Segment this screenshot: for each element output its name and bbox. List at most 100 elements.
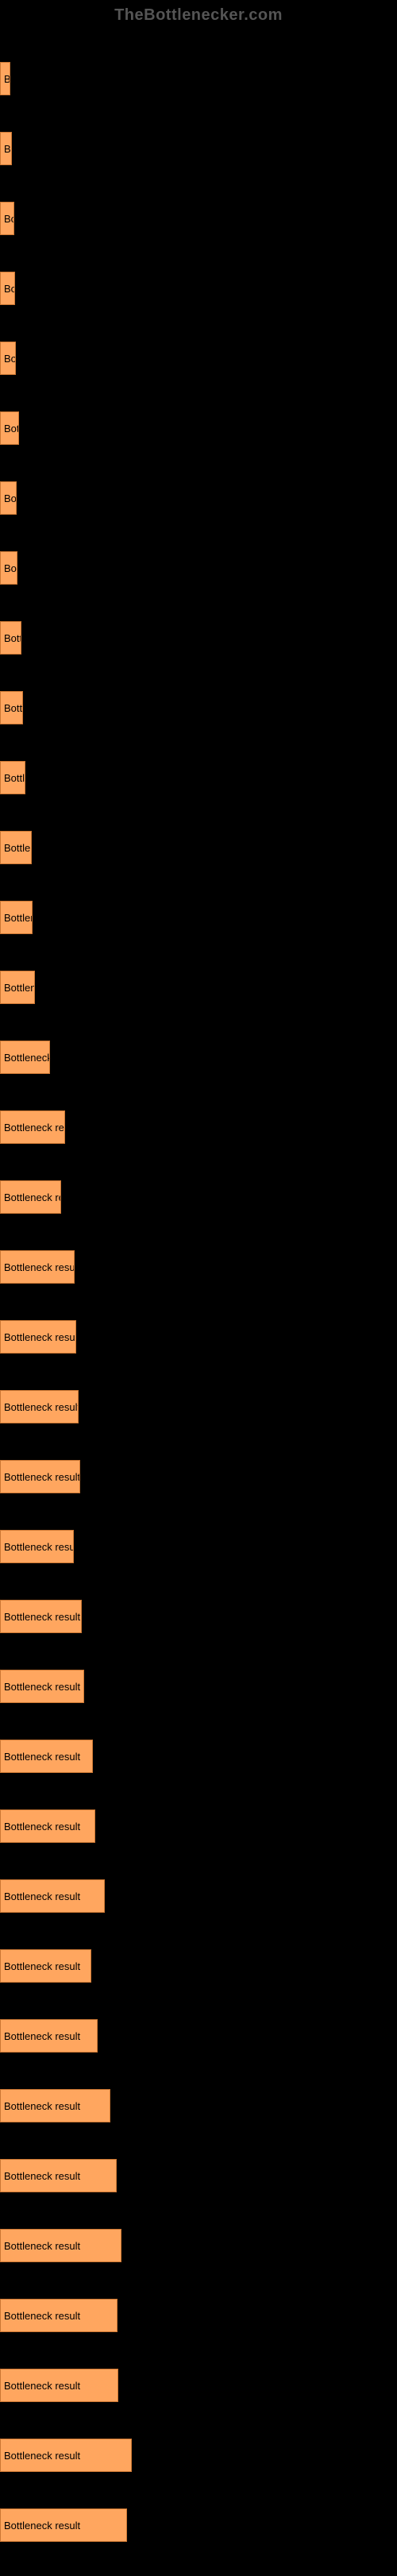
bar-label: Bottleneck result	[4, 2100, 80, 2112]
bar-row: Bottleneck result	[0, 882, 397, 952]
bar-label: Bottleneck result	[4, 632, 21, 644]
bar-label: Bottleneck result	[4, 2240, 80, 2252]
bar-row: Bottleneck result	[0, 1372, 397, 1442]
bar-row: Bottleneck result	[0, 114, 397, 183]
bar-row: Bottleneck result	[0, 743, 397, 813]
bar-label: Bottleneck result	[4, 912, 33, 924]
bar: Bottleneck result	[0, 342, 16, 375]
bar-row: Bottleneck result	[0, 1512, 397, 1582]
bar: Bottleneck result	[0, 272, 15, 305]
bar: Bottleneck result	[0, 2299, 118, 2332]
bar: Bottleneck result	[0, 2508, 127, 2542]
bar-label: Bottleneck result	[4, 283, 15, 295]
bar-label: Bottleneck result	[4, 2380, 80, 2392]
bar-label: Bottleneck result	[4, 213, 14, 225]
bar: Bottleneck result	[0, 761, 25, 794]
bar-row: Bottleneck result	[0, 323, 397, 393]
bar-label: Bottleneck result	[4, 2170, 80, 2182]
bar-row: Bottleneck result	[0, 253, 397, 323]
bar-row: Bottleneck result	[0, 1582, 397, 1651]
bar-label: Bottleneck result	[4, 1611, 80, 1623]
bar: Bottleneck result	[0, 132, 12, 165]
bar: Bottleneck result	[0, 2439, 132, 2472]
bar: Bottleneck result	[0, 1879, 105, 1913]
bar-row: Bottleneck result	[0, 1651, 397, 1721]
bar-label: Bottleneck result	[4, 353, 16, 365]
bar-label: Bottleneck result	[4, 2520, 80, 2532]
bar-label: Bottleneck result	[4, 702, 23, 714]
bar-row: Bottleneck result	[0, 1162, 397, 1232]
bar-row: Bottleneck result	[0, 533, 397, 603]
bar-label: Bottleneck result	[4, 2030, 80, 2042]
bar: Bottleneck result	[0, 1250, 75, 1284]
bar: Bottleneck result	[0, 551, 17, 585]
bar-row: Bottleneck result	[0, 2420, 397, 2490]
bar: Bottleneck result	[0, 2229, 121, 2262]
bar-row: Bottleneck result	[0, 1791, 397, 1861]
bar-row: Bottleneck result	[0, 1232, 397, 1302]
bar-label: Bottleneck result	[4, 1821, 80, 1833]
bar-row: Bottleneck result	[0, 1721, 397, 1791]
bar-row: Bottleneck result	[0, 2071, 397, 2141]
bar: Bottleneck result	[0, 1949, 91, 1983]
bar-row: Bottleneck result	[0, 1022, 397, 1092]
bar-row: Bottleneck result	[0, 1931, 397, 2001]
bar-label: Bottleneck result	[4, 1052, 50, 1064]
bar-label: Bottleneck result	[4, 562, 17, 574]
bar: Bottleneck result	[0, 1041, 50, 1074]
bar: Bottleneck result	[0, 901, 33, 934]
bar-row: Bottleneck result	[0, 463, 397, 533]
bar: Bottleneck result	[0, 1740, 93, 1773]
bar: Bottleneck result	[0, 1670, 84, 1703]
bar-label: Bottleneck result	[4, 1541, 74, 1553]
bar-row: Bottleneck result	[0, 1442, 397, 1512]
bar-label: Bottleneck result	[4, 772, 25, 784]
bar-label: Bottleneck result	[4, 492, 17, 504]
bar-label: Bottleneck result	[4, 2310, 80, 2322]
bar-label: Bottleneck result	[4, 1261, 75, 1273]
bar: Bottleneck result	[0, 2369, 118, 2402]
bar: Bottleneck result	[0, 62, 10, 95]
bar: Bottleneck result	[0, 1460, 80, 1493]
bar-row: Bottleneck result	[0, 44, 397, 114]
bar: Bottleneck result	[0, 971, 35, 1004]
bar: Bottleneck result	[0, 691, 23, 724]
bar: Bottleneck result	[0, 2089, 110, 2122]
bar: Bottleneck result	[0, 411, 19, 445]
bar-row: Bottleneck result	[0, 2001, 397, 2071]
bar: Bottleneck result	[0, 1600, 82, 1633]
bar-row: Bottleneck result	[0, 2281, 397, 2350]
bar-label: Bottleneck result	[4, 143, 12, 155]
bar-label: Bottleneck result	[4, 1960, 80, 1972]
bar-label: Bottleneck result	[4, 1751, 80, 1763]
bar-label: Bottleneck result	[4, 2450, 80, 2462]
bar-label: Bottleneck result	[4, 1471, 80, 1483]
bar: Bottleneck result	[0, 1320, 76, 1354]
bar: Bottleneck result	[0, 1180, 61, 1214]
bar-label: Bottleneck result	[4, 73, 10, 85]
bar-label: Bottleneck result	[4, 842, 32, 854]
bar-row: Bottleneck result	[0, 603, 397, 673]
bar: Bottleneck result	[0, 202, 14, 235]
header: TheBottlenecker.com	[0, 0, 397, 28]
bar: Bottleneck result	[0, 1530, 74, 1563]
bar: Bottleneck result	[0, 1809, 95, 1843]
bar: Bottleneck result	[0, 481, 17, 515]
bar-label: Bottleneck result	[4, 1890, 80, 1902]
bar: Bottleneck result	[0, 1110, 65, 1144]
bar-row: Bottleneck result	[0, 393, 397, 463]
chart-area: Bottleneck result Bottleneck result Bottle…	[0, 28, 397, 2576]
bar-label: Bottleneck result	[4, 423, 19, 434]
bar-label: Bottleneck result	[4, 1401, 79, 1413]
bar-row: Bottleneck result	[0, 952, 397, 1022]
bar-row: Bottleneck result	[0, 1092, 397, 1162]
bar-row: Bottleneck result	[0, 2490, 397, 2560]
site-title: TheBottlenecker.com	[114, 6, 283, 24]
bar: Bottleneck result	[0, 621, 21, 655]
bar-label: Bottleneck result	[4, 1681, 80, 1693]
bar-row: Bottleneck result	[0, 183, 397, 253]
bar: Bottleneck result	[0, 2159, 117, 2192]
bar-row: Bottleneck result	[0, 2141, 397, 2211]
bar-label: Bottleneck result	[4, 1331, 76, 1343]
bar-row: Bottleneck result	[0, 1302, 397, 1372]
